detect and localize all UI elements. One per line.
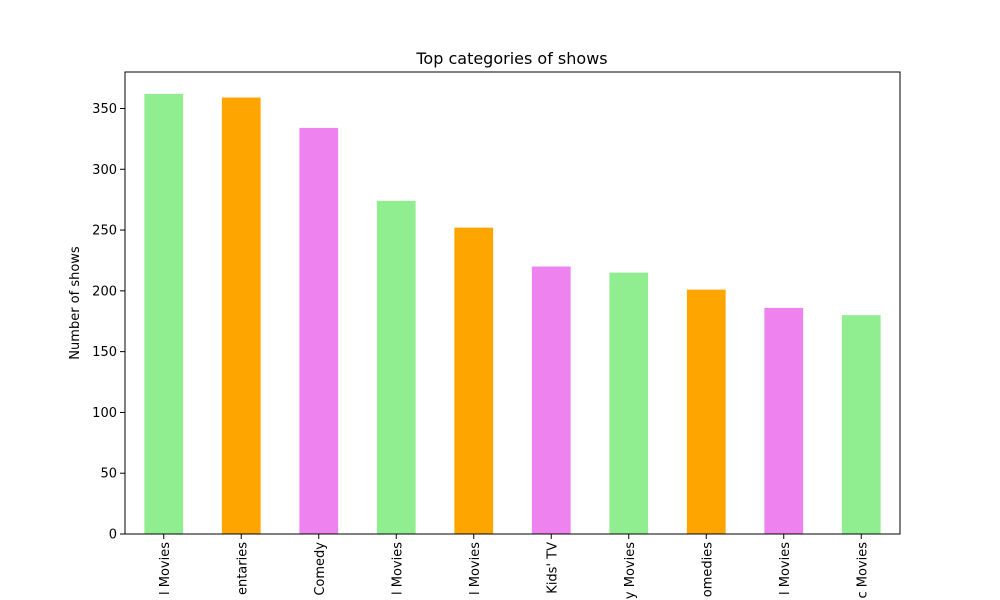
y-tick-label-7: 350	[92, 102, 117, 117]
bar-3	[376, 200, 416, 534]
x-tick-label-1: entaries	[235, 542, 250, 595]
plot-frame	[124, 71, 901, 535]
bar-7	[686, 289, 726, 534]
bar-1	[221, 97, 261, 534]
y-tick-label-2: 100	[92, 406, 117, 421]
x-tick-label-3: l Movies	[390, 542, 405, 595]
x-tick-label-9: c Movies	[855, 542, 870, 599]
y-axis-label: Number of shows	[68, 246, 83, 360]
y-tick-label-6: 300	[92, 163, 117, 178]
y-tick-label-5: 250	[92, 224, 117, 239]
y-tick-label-3: 150	[92, 345, 117, 360]
bar-0	[144, 93, 184, 534]
bar-9	[841, 315, 881, 534]
y-tick-label-0: 0	[109, 528, 117, 543]
x-axis-ticks: l Movies entaries Comedy l Movies l Movies Ki…	[158, 534, 870, 599]
bars	[144, 93, 881, 535]
y-axis-ticks: 0 50 100 150 200 250 300 350	[92, 102, 125, 543]
x-tick-label-7: omedies	[700, 542, 715, 597]
bar-2	[299, 127, 339, 534]
bar-6	[609, 272, 649, 534]
x-tick-label-5: Kids' TV	[545, 542, 560, 594]
x-tick-label-0: l Movies	[158, 542, 173, 595]
bar-8	[764, 307, 804, 534]
y-tick-label-1: 50	[100, 467, 117, 482]
x-tick-label-2: Comedy	[313, 542, 328, 596]
chart-title: Top categories of shows	[415, 49, 607, 68]
x-tick-label-4: l Movies	[468, 542, 483, 595]
x-tick-label-6: y Movies	[623, 542, 638, 599]
bar-5	[531, 266, 571, 534]
bar-4	[454, 227, 494, 535]
x-tick-label-8: l Movies	[778, 542, 793, 595]
y-tick-label-4: 200	[92, 284, 117, 299]
